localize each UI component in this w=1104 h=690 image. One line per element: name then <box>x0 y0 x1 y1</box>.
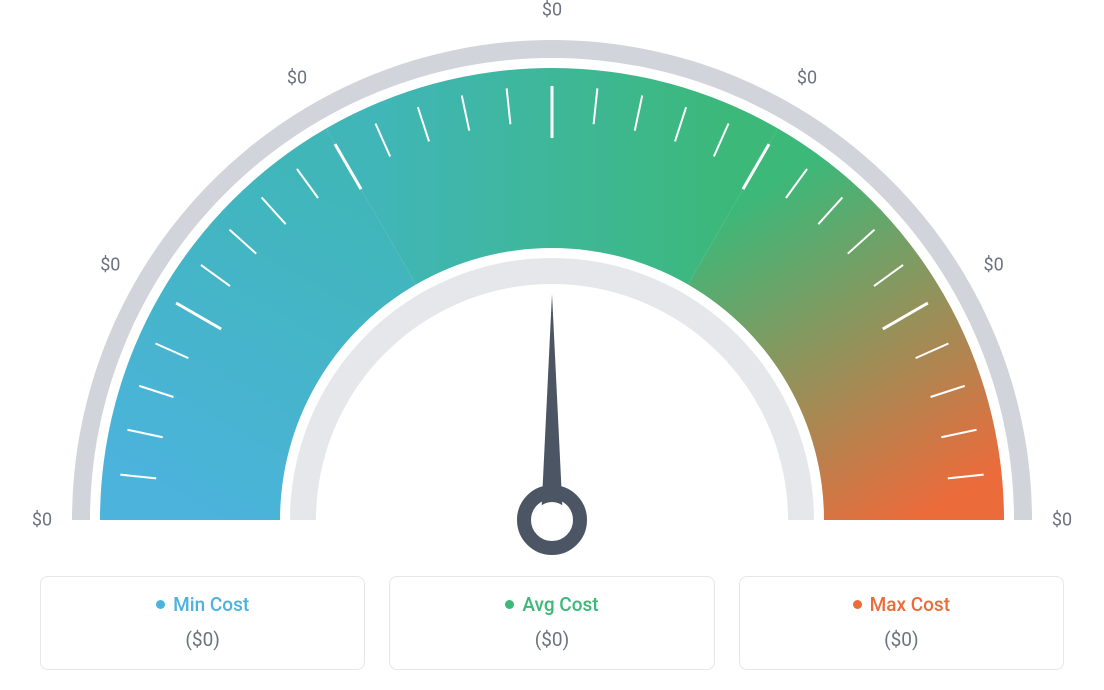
gauge-tick-label: $0 <box>32 510 52 531</box>
legend-value-min: ($0) <box>51 628 354 651</box>
legend-card-avg: Avg Cost ($0) <box>389 576 714 670</box>
gauge-tick-label: $0 <box>984 255 1004 276</box>
legend-title-max: Max Cost <box>853 593 950 616</box>
legend-title-min: Min Cost <box>156 593 249 616</box>
gauge-tick-label: $0 <box>100 255 120 276</box>
legend-value-avg: ($0) <box>400 628 703 651</box>
legend-label-avg: Avg Cost <box>522 593 598 616</box>
legend-row: Min Cost ($0) Avg Cost ($0) Max Cost ($0… <box>0 576 1104 670</box>
legend-title-avg: Avg Cost <box>505 593 598 616</box>
legend-card-max: Max Cost ($0) <box>739 576 1064 670</box>
gauge-tick-label: $0 <box>542 0 562 21</box>
legend-card-min: Min Cost ($0) <box>40 576 365 670</box>
legend-dot-max <box>853 600 862 609</box>
gauge-svg <box>0 10 1104 570</box>
gauge-chart: $0 $0 $0 $0 $0 $0 $0 <box>0 0 1104 560</box>
legend-label-max: Max Cost <box>870 593 950 616</box>
legend-dot-avg <box>505 600 514 609</box>
gauge-tick-label: $0 <box>1052 510 1072 531</box>
gauge-tick-label: $0 <box>287 68 307 89</box>
legend-value-max: ($0) <box>750 628 1053 651</box>
gauge-tick-label: $0 <box>797 68 817 89</box>
legend-label-min: Min Cost <box>173 593 249 616</box>
legend-dot-min <box>156 600 165 609</box>
